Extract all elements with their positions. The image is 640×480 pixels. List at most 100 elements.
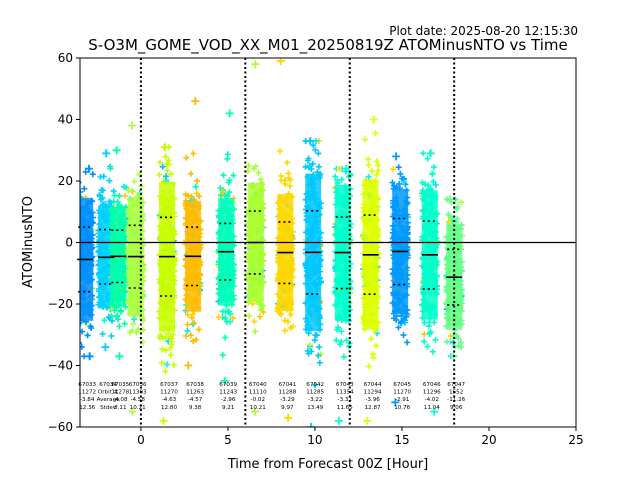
x-tick-label: 15: [394, 433, 409, 447]
data-point: [157, 159, 163, 166]
orbit-label-line: Orbit #: [98, 390, 119, 396]
orbit-67042-points: [302, 137, 324, 427]
orbit-label-line: 67035: [111, 382, 129, 388]
data-point: [87, 323, 94, 330]
data-point: [133, 329, 140, 336]
extreme-point: [446, 195, 454, 204]
x-tick-label: 5: [224, 433, 232, 447]
orbit-label-line: 9.21: [222, 405, 235, 411]
data-point: [164, 361, 170, 368]
orbit-67038-points: [182, 97, 204, 370]
data-point: [401, 319, 408, 326]
data-point: [80, 343, 85, 350]
data-point: [117, 308, 124, 315]
data-point: [217, 192, 224, 198]
data-point: [421, 319, 428, 326]
data-point: [80, 189, 83, 195]
orbit-label-line: 67046: [423, 382, 441, 388]
data-point: [106, 177, 113, 184]
orbit-67035-points: [107, 146, 130, 361]
orbit-label-line: 11263: [186, 390, 204, 396]
orbit-label-line: 11288: [279, 390, 297, 396]
data-point: [168, 338, 175, 345]
orbit-label-line: -3.22: [308, 397, 322, 403]
data-point: [162, 153, 169, 160]
data-point: [286, 183, 293, 189]
data-point: [282, 181, 289, 188]
orbit-67039-points: [215, 109, 237, 385]
data-point: [332, 173, 339, 180]
data-point: [160, 335, 166, 342]
orbit-label-line: 67039: [219, 382, 237, 388]
orbit-label-line: -4.08: [113, 397, 128, 403]
data-point: [400, 332, 407, 339]
data-point: [343, 337, 350, 344]
x-axis-label: Time from Forecast 00Z [Hour]: [227, 457, 429, 472]
x-tick-label: 25: [568, 433, 583, 447]
data-point: [389, 179, 396, 186]
orbit-label-line: 11285: [306, 390, 324, 396]
data-point: [430, 178, 437, 185]
orbit-label-line: 11110: [249, 390, 267, 396]
data-point: [397, 170, 404, 177]
data-point: [257, 176, 264, 183]
orbit-67033-points: [80, 164, 96, 361]
orbit-label-line: 8.11: [114, 405, 127, 411]
y-tick-label: 20: [58, 174, 73, 188]
orbit-67036-points: [124, 121, 147, 416]
data-point: [110, 188, 117, 195]
orbit-label-line: 11.65: [337, 405, 353, 411]
data-point: [190, 150, 197, 157]
orbit-label-line: 11294: [364, 390, 382, 396]
extreme-point: [251, 60, 260, 69]
orbit-label-line: 67037: [160, 382, 178, 388]
data-point: [184, 321, 191, 328]
data-point: [454, 333, 461, 339]
data-point: [458, 199, 465, 206]
orbit-label-line: 67038: [186, 382, 204, 388]
data-point: [184, 311, 191, 318]
orbit-label-line: Average: [97, 397, 121, 403]
data-point: [432, 336, 439, 343]
data-point: [368, 335, 375, 342]
data-point: [163, 173, 169, 180]
orbit-label-line: 67041: [279, 382, 297, 388]
data-point: [220, 172, 227, 179]
data-point: [313, 332, 320, 339]
data-point: [183, 154, 190, 161]
extreme-point: [220, 376, 229, 385]
data-point: [99, 331, 106, 337]
data-point: [224, 192, 231, 199]
extreme-point: [184, 361, 193, 370]
data-point: [334, 177, 341, 184]
data-point: [194, 177, 201, 184]
data-point: [246, 312, 253, 319]
data-point: [311, 337, 318, 344]
data-point: [362, 136, 369, 143]
data-point: [448, 215, 454, 222]
data-point: [312, 146, 319, 153]
data-point: [82, 168, 89, 175]
data-point: [162, 368, 169, 375]
orbit-label-line: 11278: [111, 390, 129, 396]
data-point: [375, 167, 382, 174]
plot-date: Plot date: 2025-08-20 12:15:30: [389, 24, 578, 38]
extreme-point: [369, 115, 378, 124]
data-point: [309, 160, 316, 167]
data-point: [220, 188, 226, 195]
y-tick-label: −40: [48, 359, 73, 373]
data-point: [167, 334, 174, 340]
extreme-point: [251, 407, 259, 416]
orbit-label-line: 67042: [306, 382, 324, 388]
data-point: [108, 333, 115, 339]
orbit-label-line: 13.49: [307, 405, 323, 411]
orbit-label-line: 67047: [447, 382, 465, 388]
extreme-point: [430, 407, 439, 416]
data-point: [369, 167, 376, 174]
data-point: [187, 170, 194, 177]
data-point: [230, 172, 237, 179]
orbit-label-line: Stdev: [100, 405, 117, 411]
data-point: [188, 193, 195, 200]
data-point: [113, 313, 120, 320]
data-point: [84, 332, 91, 339]
